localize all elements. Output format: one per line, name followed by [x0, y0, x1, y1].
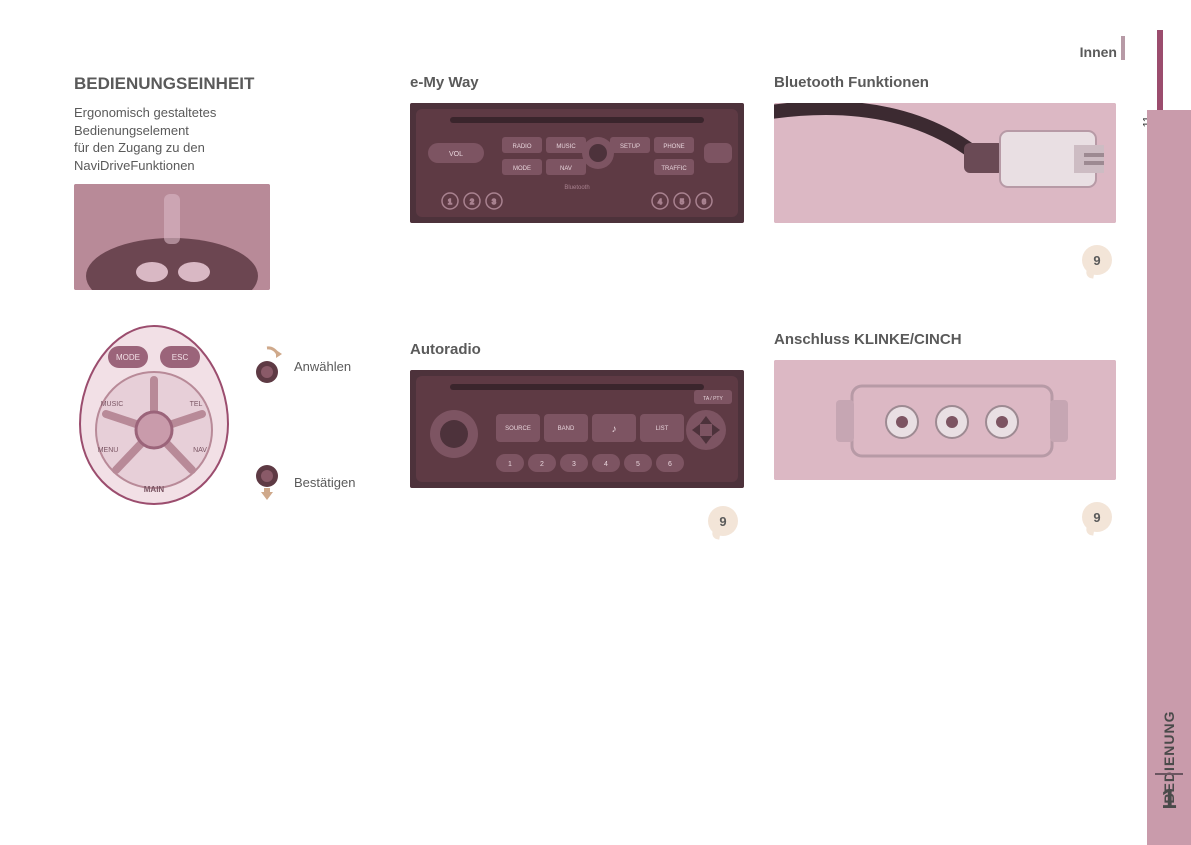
col1-title: BEDIENUNGSEINHEIT — [74, 74, 404, 94]
ref-bubble-bluetooth[interactable]: 9 — [1082, 245, 1112, 275]
header-accent — [1121, 36, 1125, 60]
svg-text:2: 2 — [470, 199, 474, 206]
svg-text:3: 3 — [572, 461, 576, 468]
console-svg — [74, 184, 270, 290]
page: Innen 1 1 BEDIENUNG 1 BEDIENUNGSEINHEIT E… — [0, 0, 1191, 845]
svg-text:5: 5 — [680, 199, 684, 206]
svg-text:VOL: VOL — [449, 151, 463, 158]
svg-text:LIST: LIST — [656, 426, 669, 432]
svg-text:TRAFFIC: TRAFFIC — [661, 166, 687, 172]
knob-confirm-label: Bestätigen — [294, 475, 355, 490]
knob-confirm-row: Bestätigen — [252, 462, 355, 502]
wheel-svg: MODE ESC MUSIC TE — [74, 320, 234, 510]
col2-title1: e-My Way — [410, 74, 750, 91]
svg-text:4: 4 — [604, 461, 608, 468]
svg-text:1: 1 — [448, 199, 452, 206]
ref-bubble-cinch[interactable]: 9 — [1082, 502, 1112, 532]
col3-title1: Bluetooth Funktionen — [774, 74, 1118, 91]
ref-bubble-autoradio[interactable]: 9 — [708, 506, 738, 536]
knob-select-row: Anwählen — [252, 346, 355, 386]
wheel-btn-menu: MENU — [98, 447, 119, 454]
wheel-btn-main: MAIN — [144, 485, 165, 494]
svg-text:5: 5 — [636, 461, 640, 468]
column-radios: e-My Way VOL RADIO MUSIC SETUP PHONE MOD… — [410, 74, 750, 536]
wheel-btn-tel: TEL — [190, 401, 203, 408]
column-connectivity: Bluetooth Funktionen 9 Anschluss KLINKE/… — [774, 74, 1118, 532]
svg-text:4: 4 — [658, 199, 662, 206]
svg-text:SOURCE: SOURCE — [505, 426, 531, 432]
wheel-btn-music: MUSIC — [101, 401, 124, 408]
svg-text:1: 1 — [508, 461, 512, 468]
svg-text:RADIO: RADIO — [512, 144, 531, 150]
wheel-controller: MODE ESC MUSIC TE — [74, 320, 234, 510]
cinch-svg — [774, 360, 1116, 480]
col1-sub-l2: Bedienungselement — [74, 123, 189, 138]
emyway-radio: VOL RADIO MUSIC SETUP PHONE MODE NAV TRA… — [410, 103, 744, 223]
cinch-panel — [774, 360, 1116, 480]
chapter-number: 1 — [1147, 783, 1191, 815]
autoradio: SOURCE BAND ♪ LIST TA / PTY 1 2 3 4 5 6 — [410, 370, 744, 488]
svg-text:3: 3 — [492, 199, 496, 206]
col1-sub-l3: für den Zugang zu den — [74, 140, 205, 155]
wheel-btn-mode: MODE — [116, 353, 140, 362]
console-photo — [74, 184, 270, 290]
bluetooth-panel — [774, 103, 1116, 223]
svg-text:BAND: BAND — [558, 426, 575, 432]
col3-title2: Anschluss KLINKE/CINCH — [774, 331, 1118, 348]
header-section-label: Innen — [1080, 44, 1117, 60]
svg-text:2: 2 — [540, 461, 544, 468]
knob-confirm-icon — [252, 462, 282, 502]
svg-text:MUSIC: MUSIC — [556, 144, 576, 150]
svg-text:NAV: NAV — [560, 166, 572, 172]
emyway-svg: VOL RADIO MUSIC SETUP PHONE MODE NAV TRA… — [410, 103, 744, 223]
knob-column: Anwählen Bestätigen — [252, 328, 355, 502]
autoradio-svg: SOURCE BAND ♪ LIST TA / PTY 1 2 3 4 5 6 — [410, 370, 744, 488]
svg-text:♪: ♪ — [612, 424, 617, 435]
column-bedienungseinheit: BEDIENUNGSEINHEIT Ergonomisch gestaltete… — [74, 74, 404, 510]
wheel-btn-nav: NAV — [193, 447, 207, 454]
col1-sub-l4: NaviDriveFunktionen — [74, 158, 195, 173]
svg-text:Bluetooth: Bluetooth — [564, 185, 589, 191]
usb-svg — [774, 103, 1116, 223]
knob-select-icon — [252, 346, 282, 386]
svg-text:SETUP: SETUP — [620, 144, 640, 150]
svg-text:MODE: MODE — [513, 166, 531, 172]
knob-select-label: Anwählen — [294, 359, 351, 374]
col1-subtitle: Ergonomisch gestaltetes Bedienungselemen… — [74, 104, 404, 174]
col2-title2: Autoradio — [410, 341, 750, 358]
col1-sub-l1: Ergonomisch gestaltetes — [74, 105, 216, 120]
tab-accent — [1157, 30, 1163, 110]
wheel-btn-esc: ESC — [172, 353, 189, 362]
svg-text:6: 6 — [702, 199, 706, 206]
tab-divider — [1155, 773, 1183, 775]
svg-text:TA / PTY: TA / PTY — [703, 396, 723, 402]
chapter-tab: BEDIENUNG 1 — [1147, 110, 1191, 845]
svg-text:PHONE: PHONE — [663, 144, 684, 150]
svg-text:6: 6 — [668, 461, 672, 468]
